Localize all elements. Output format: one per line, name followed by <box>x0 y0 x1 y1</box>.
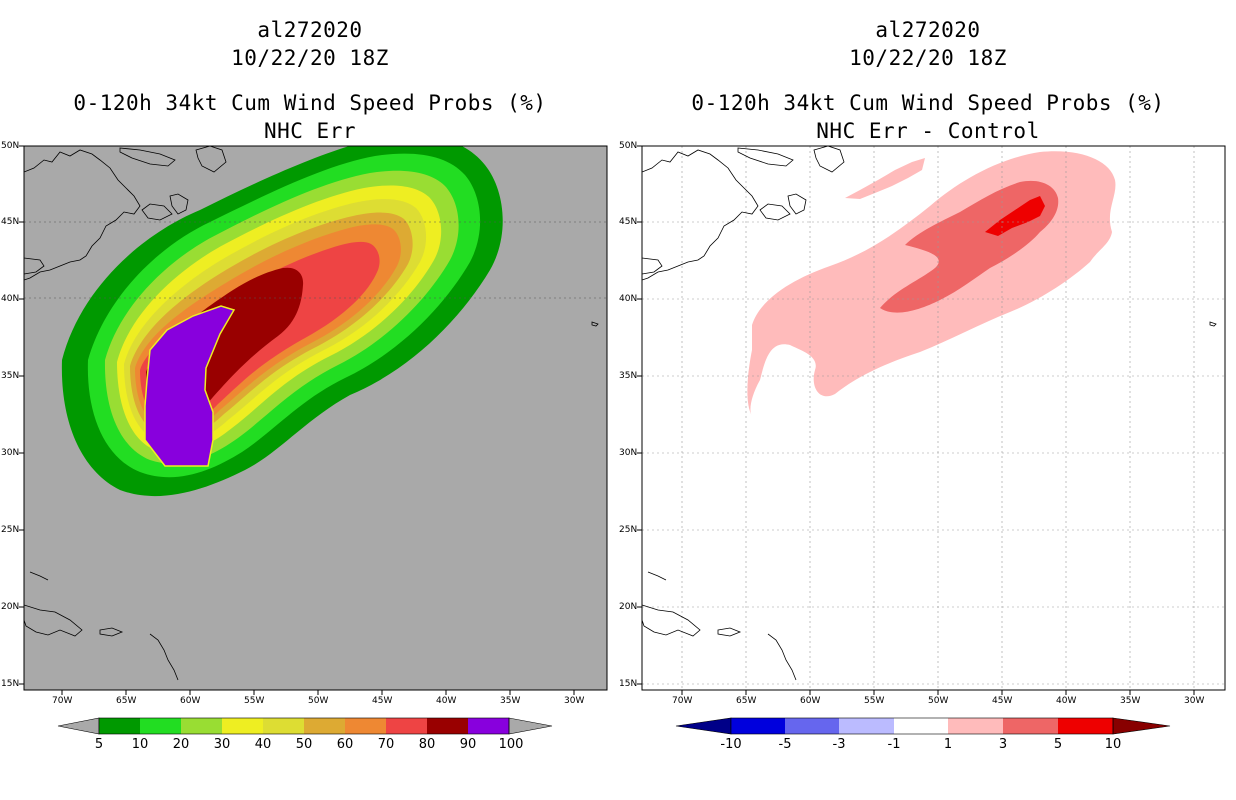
left-colorbar-label: 80 <box>418 737 436 752</box>
diff-contour-1-3-b <box>845 158 925 199</box>
right-storm-id: al272020 <box>875 18 981 42</box>
right-colorbar-label: -3 <box>832 737 846 752</box>
left-colorbar-label: 60 <box>336 737 354 752</box>
right-lat-label: 20N <box>619 602 638 612</box>
left-lat-label: 45N <box>1 217 20 227</box>
right-lon-label: 30W <box>1184 696 1205 706</box>
right-axis-ticks <box>637 145 1195 695</box>
left-colorbar-label: 10 <box>131 737 149 752</box>
left-chart-title: 0-120h 34kt Cum Wind Speed Probs (%) <box>73 91 547 115</box>
left-colorbar-over <box>508 717 553 735</box>
left-coastlines <box>24 146 599 681</box>
left-colorbar-bin-8 <box>427 718 468 734</box>
contour-90 <box>144 305 236 467</box>
left-colorbar-bin-0 <box>99 718 140 734</box>
left-lat-label: 35N <box>1 371 20 381</box>
left-lon-label: 40W <box>436 696 457 706</box>
left-chart-subtitle: NHC Err <box>263 119 356 143</box>
left-storm-id: al272020 <box>257 18 363 42</box>
right-colorbar <box>675 717 1171 735</box>
left-colorbar-label: 40 <box>254 737 272 752</box>
left-colorbar-label: 90 <box>459 737 477 752</box>
left-colorbar-bin-3 <box>222 718 263 734</box>
left-lat-label: 40N <box>1 294 20 304</box>
left-lat-label: 15N <box>1 679 20 689</box>
left-date: 10/22/20 18Z <box>231 46 389 70</box>
left-colorbar-bin-7 <box>386 718 427 734</box>
right-colorbar-bin-6 <box>1058 718 1113 734</box>
left-lat-label: 20N <box>1 602 20 612</box>
left-lon-label: 65W <box>116 696 137 706</box>
right-lat-label: 45N <box>619 217 638 227</box>
left-colorbar-label: 70 <box>377 737 395 752</box>
left-colorbar-label: 50 <box>295 737 313 752</box>
right-chart-title: 0-120h 34kt Cum Wind Speed Probs (%) <box>691 91 1165 115</box>
left-lon-label: 55W <box>244 696 265 706</box>
left-lat-label: 25N <box>1 525 20 535</box>
right-colorbar-label: -5 <box>778 737 792 752</box>
right-lon-label: 70W <box>672 696 693 706</box>
left-colorbar-label: 30 <box>213 737 231 752</box>
left-lon-label: 70W <box>52 696 73 706</box>
left-lat-label: 30N <box>1 448 20 458</box>
left-colorbar <box>57 717 553 735</box>
left-lon-label: 45W <box>372 696 393 706</box>
right-lon-label: 45W <box>992 696 1013 706</box>
left-colorbar-label: 100 <box>498 737 524 752</box>
left-colorbar-bin-6 <box>345 718 386 734</box>
right-lon-label: 55W <box>864 696 885 706</box>
right-difference-contours <box>747 151 1116 417</box>
right-lat-label: 30N <box>619 448 638 458</box>
right-date: 10/22/20 18Z <box>849 46 1007 70</box>
right-map-frame <box>641 145 1226 691</box>
left-colorbar-bin-5 <box>304 718 345 734</box>
right-colorbar-label: 1 <box>943 737 953 752</box>
left-lon-label: 50W <box>308 696 329 706</box>
left-colorbar-under <box>57 717 100 735</box>
right-coastlines <box>642 146 1217 681</box>
right-colorbar-over <box>1112 717 1171 735</box>
left-colorbar-bin-1 <box>140 718 181 734</box>
left-colorbar-bin-9 <box>468 718 509 734</box>
right-lon-label: 40W <box>1056 696 1077 706</box>
left-lon-label: 35W <box>500 696 521 706</box>
right-lat-label: 40N <box>619 294 638 304</box>
right-colorbar-label: 5 <box>1053 737 1063 752</box>
right-lon-label: 65W <box>736 696 757 706</box>
left-colorbar-label: 20 <box>172 737 190 752</box>
right-lon-label: 50W <box>928 696 949 706</box>
right-lat-label: 35N <box>619 371 638 381</box>
right-colorbar-bin-2 <box>839 718 894 734</box>
right-colorbar-label: 10 <box>1104 737 1122 752</box>
right-lon-label: 35W <box>1120 696 1141 706</box>
left-lat-label: 50N <box>1 141 20 151</box>
right-colorbar-bin-0 <box>731 718 785 734</box>
right-colorbar-label: -1 <box>887 737 901 752</box>
right-colorbar-bin-3 <box>894 718 948 734</box>
right-colorbar-bin-5 <box>1003 718 1058 734</box>
right-lat-label: 25N <box>619 525 638 535</box>
right-colorbar-bin-4 <box>948 718 1003 734</box>
left-gridlines <box>24 221 607 299</box>
right-lat-label: 50N <box>619 141 638 151</box>
right-colorbar-bin-1 <box>785 718 839 734</box>
right-colorbar-under <box>675 717 732 735</box>
right-chart-subtitle: NHC Err - Control <box>816 119 1040 143</box>
right-colorbar-label: -10 <box>720 737 742 752</box>
left-lon-label: 30W <box>564 696 585 706</box>
left-colorbar-label: 5 <box>94 737 104 752</box>
left-map-frame <box>23 145 608 691</box>
left-axis-ticks <box>19 145 575 695</box>
left-colorbar-bin-4 <box>263 718 304 734</box>
left-probability-contours <box>61 146 503 497</box>
left-colorbar-bin-2 <box>181 718 222 734</box>
right-gridlines <box>642 146 1225 690</box>
left-lon-label: 60W <box>180 696 201 706</box>
right-lon-label: 60W <box>800 696 821 706</box>
right-lat-label: 15N <box>619 679 638 689</box>
diff-contour-5-10 <box>985 196 1045 236</box>
left-map <box>19 145 1226 735</box>
right-colorbar-label: 3 <box>998 737 1008 752</box>
